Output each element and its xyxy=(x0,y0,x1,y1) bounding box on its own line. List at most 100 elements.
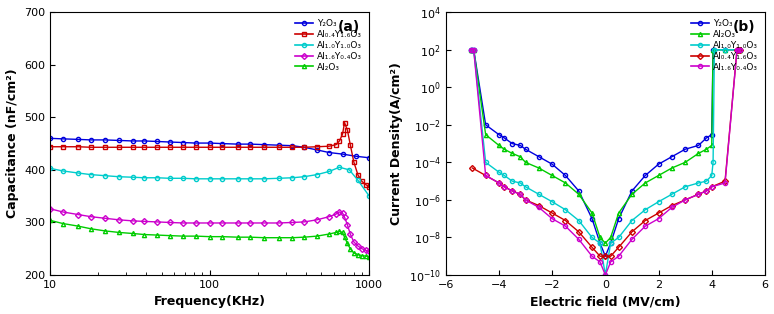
Y₂O₃ xyxy=(217,142,227,145)
Al₀.₄Y₁.₆O₃ xyxy=(467,166,477,170)
Al₂O₃ xyxy=(508,152,517,155)
Al₀.₄Y₁.₆O₃ xyxy=(86,145,95,149)
Al₂O₃ xyxy=(100,229,109,233)
Al₁.₆Y₀.₄O₃ xyxy=(595,260,604,264)
Al₂O₃ xyxy=(561,181,570,185)
Al₂O₃ xyxy=(595,236,604,239)
Y₂O₃ xyxy=(324,151,334,154)
Y₂O₃ xyxy=(152,140,162,143)
Al₀.₄Y₁.₆O₃ xyxy=(46,145,55,149)
Al₂O₃ xyxy=(260,236,269,240)
Y₂O₃ xyxy=(508,142,517,145)
Y₂O₃ xyxy=(641,174,650,177)
Al₀.₄Y₁.₆O₃ xyxy=(74,145,83,149)
Al₁.₆Y₀.₄O₃ xyxy=(288,220,297,224)
Al₁.₆Y₀.₄O₃ xyxy=(361,248,371,252)
Al₁.₀Y₁.₀O₃ xyxy=(165,176,174,180)
Al₀.₄Y₁.₆O₃ xyxy=(338,132,348,136)
Y₂O₃ xyxy=(708,48,717,51)
Al₂O₃ xyxy=(331,230,341,234)
Al₀.₄Y₁.₆O₃ xyxy=(614,246,623,249)
Al₂O₃ xyxy=(735,48,745,51)
Al₁.₆Y₀.₄O₃ xyxy=(694,192,703,196)
Al₀.₄Y₁.₆O₃ xyxy=(641,219,650,222)
Al₀.₄Y₁.₆O₃ xyxy=(547,211,557,215)
Al₀.₄Y₁.₆O₃ xyxy=(587,246,597,249)
Al₂O₃ xyxy=(128,232,138,236)
Al₁.₆Y₀.₄O₃ xyxy=(587,254,597,258)
Al₁.₆Y₀.₄O₃ xyxy=(128,219,138,223)
Y₂O₃ xyxy=(260,143,269,147)
Al₁.₀Y₁.₀O₃ xyxy=(354,179,363,182)
Line: Al₀.₄Y₁.₆O₃: Al₀.₄Y₁.₆O₃ xyxy=(471,48,741,258)
Al₁.₆Y₀.₄O₃ xyxy=(312,218,321,222)
Al₀.₄Y₁.₆O₃ xyxy=(734,48,743,51)
Y₂O₃ xyxy=(601,254,610,258)
Al₁.₀Y₁.₀O₃ xyxy=(74,171,83,175)
Al₂O₃ xyxy=(734,48,743,51)
Al₁.₆Y₀.₄O₃ xyxy=(191,221,200,225)
Legend: Y₂O₃, Al₂O₃, Al₁.₀Y₁.₀O₃, Al₀.₄Y₁.₆O₃, Al₁.₆Y₀.₄O₃: Y₂O₃, Al₂O₃, Al₁.₀Y₁.₀O₃, Al₀.₄Y₁.₆O₃, A… xyxy=(688,17,760,74)
Al₂O₃ xyxy=(288,236,297,240)
Al₁.₀Y₁.₀O₃ xyxy=(574,219,584,222)
Al₁.₆Y₀.₄O₃ xyxy=(641,224,650,228)
Al₂O₃ xyxy=(115,230,124,234)
Al₁.₆Y₀.₄O₃ xyxy=(365,250,374,253)
Al₂O₃ xyxy=(469,48,478,51)
Al₂O₃ xyxy=(46,219,55,222)
Al₂O₃ xyxy=(340,235,349,239)
Al₁.₀Y₁.₀O₃ xyxy=(702,179,711,183)
Y₂O₃ xyxy=(300,145,309,149)
Al₁.₆Y₀.₄O₃ xyxy=(217,221,227,225)
Al₀.₄Y₁.₆O₃ xyxy=(343,128,352,132)
Al₁.₆Y₀.₄O₃ xyxy=(140,219,149,223)
Al₁.₀Y₁.₀O₃ xyxy=(721,48,730,51)
Al₁.₆Y₀.₄O₃ xyxy=(667,205,676,209)
Line: Al₁.₆Y₀.₄O₃: Al₁.₆Y₀.₄O₃ xyxy=(469,48,741,277)
Al₀.₄Y₁.₆O₃ xyxy=(534,204,543,208)
Al₀.₄Y₁.₆O₃ xyxy=(702,189,711,193)
Line: Al₁.₆Y₀.₄O₃: Al₁.₆Y₀.₄O₃ xyxy=(48,207,372,253)
Al₀.₄Y₁.₆O₃ xyxy=(694,192,703,196)
Al₀.₄Y₁.₆O₃ xyxy=(260,145,269,149)
Al₁.₀Y₁.₀O₃ xyxy=(58,169,67,173)
Al₀.₄Y₁.₆O₃ xyxy=(346,143,355,147)
Y₂O₃ xyxy=(721,48,730,51)
Al₂O₃ xyxy=(521,160,530,164)
Al₂O₃ xyxy=(614,211,623,215)
Al₁.₀Y₁.₀O₃ xyxy=(46,166,55,170)
Al₁.₆Y₀.₄O₃ xyxy=(702,189,711,193)
Al₀.₄Y₁.₆O₃ xyxy=(152,145,162,149)
Al₁.₆Y₀.₄O₃ xyxy=(335,210,344,214)
Al₁.₀Y₁.₀O₃ xyxy=(601,273,610,277)
Al₁.₀Y₁.₀O₃ xyxy=(667,192,676,196)
Al₁.₀Y₁.₀O₃ xyxy=(467,48,477,51)
Al₁.₀Y₁.₀O₃ xyxy=(178,176,187,180)
Al₁.₀Y₁.₀O₃ xyxy=(606,241,615,245)
Legend: Y₂O₃, Al₀.₄Y₁.₆O₃, Al₁.₀Y₁.₀O₃, Al₁.₆Y₀.₄O₃, Al₂O₃: Y₂O₃, Al₀.₄Y₁.₆O₃, Al₁.₀Y₁.₀O₃, Al₁.₆Y₀.… xyxy=(293,17,365,74)
Al₀.₄Y₁.₆O₃ xyxy=(601,254,610,258)
Al₂O₃ xyxy=(361,254,371,258)
Al₀.₄Y₁.₆O₃ xyxy=(354,173,363,177)
Al₁.₀Y₁.₀O₃ xyxy=(481,160,490,164)
Al₁.₆Y₀.₄O₃ xyxy=(467,48,476,51)
Line: Al₀.₄Y₁.₆O₃: Al₀.₄Y₁.₆O₃ xyxy=(48,121,372,189)
Al₁.₀Y₁.₀O₃ xyxy=(735,48,745,51)
Al₀.₄Y₁.₆O₃ xyxy=(654,211,663,215)
Al₁.₀Y₁.₀O₃ xyxy=(469,48,478,51)
Al₂O₃ xyxy=(165,234,174,237)
Y₂O₃ xyxy=(46,137,55,140)
X-axis label: Frequency(KHz): Frequency(KHz) xyxy=(154,295,265,308)
Al₁.₀Y₁.₀O₃ xyxy=(140,176,149,180)
Al₁.₆Y₀.₄O₃ xyxy=(500,185,509,189)
Al₁.₆Y₀.₄O₃ xyxy=(260,221,269,225)
Y₂O₃ xyxy=(654,162,663,166)
Al₁.₀Y₁.₀O₃ xyxy=(467,48,476,51)
Al₁.₆Y₀.₄O₃ xyxy=(614,254,623,258)
Y₂O₃ xyxy=(246,142,255,146)
Text: (b): (b) xyxy=(733,20,755,34)
Al₁.₆Y₀.₄O₃ xyxy=(46,207,55,211)
Y₂O₃ xyxy=(667,155,676,159)
Y₂O₃ xyxy=(178,141,187,144)
Al₂O₃ xyxy=(346,247,355,251)
